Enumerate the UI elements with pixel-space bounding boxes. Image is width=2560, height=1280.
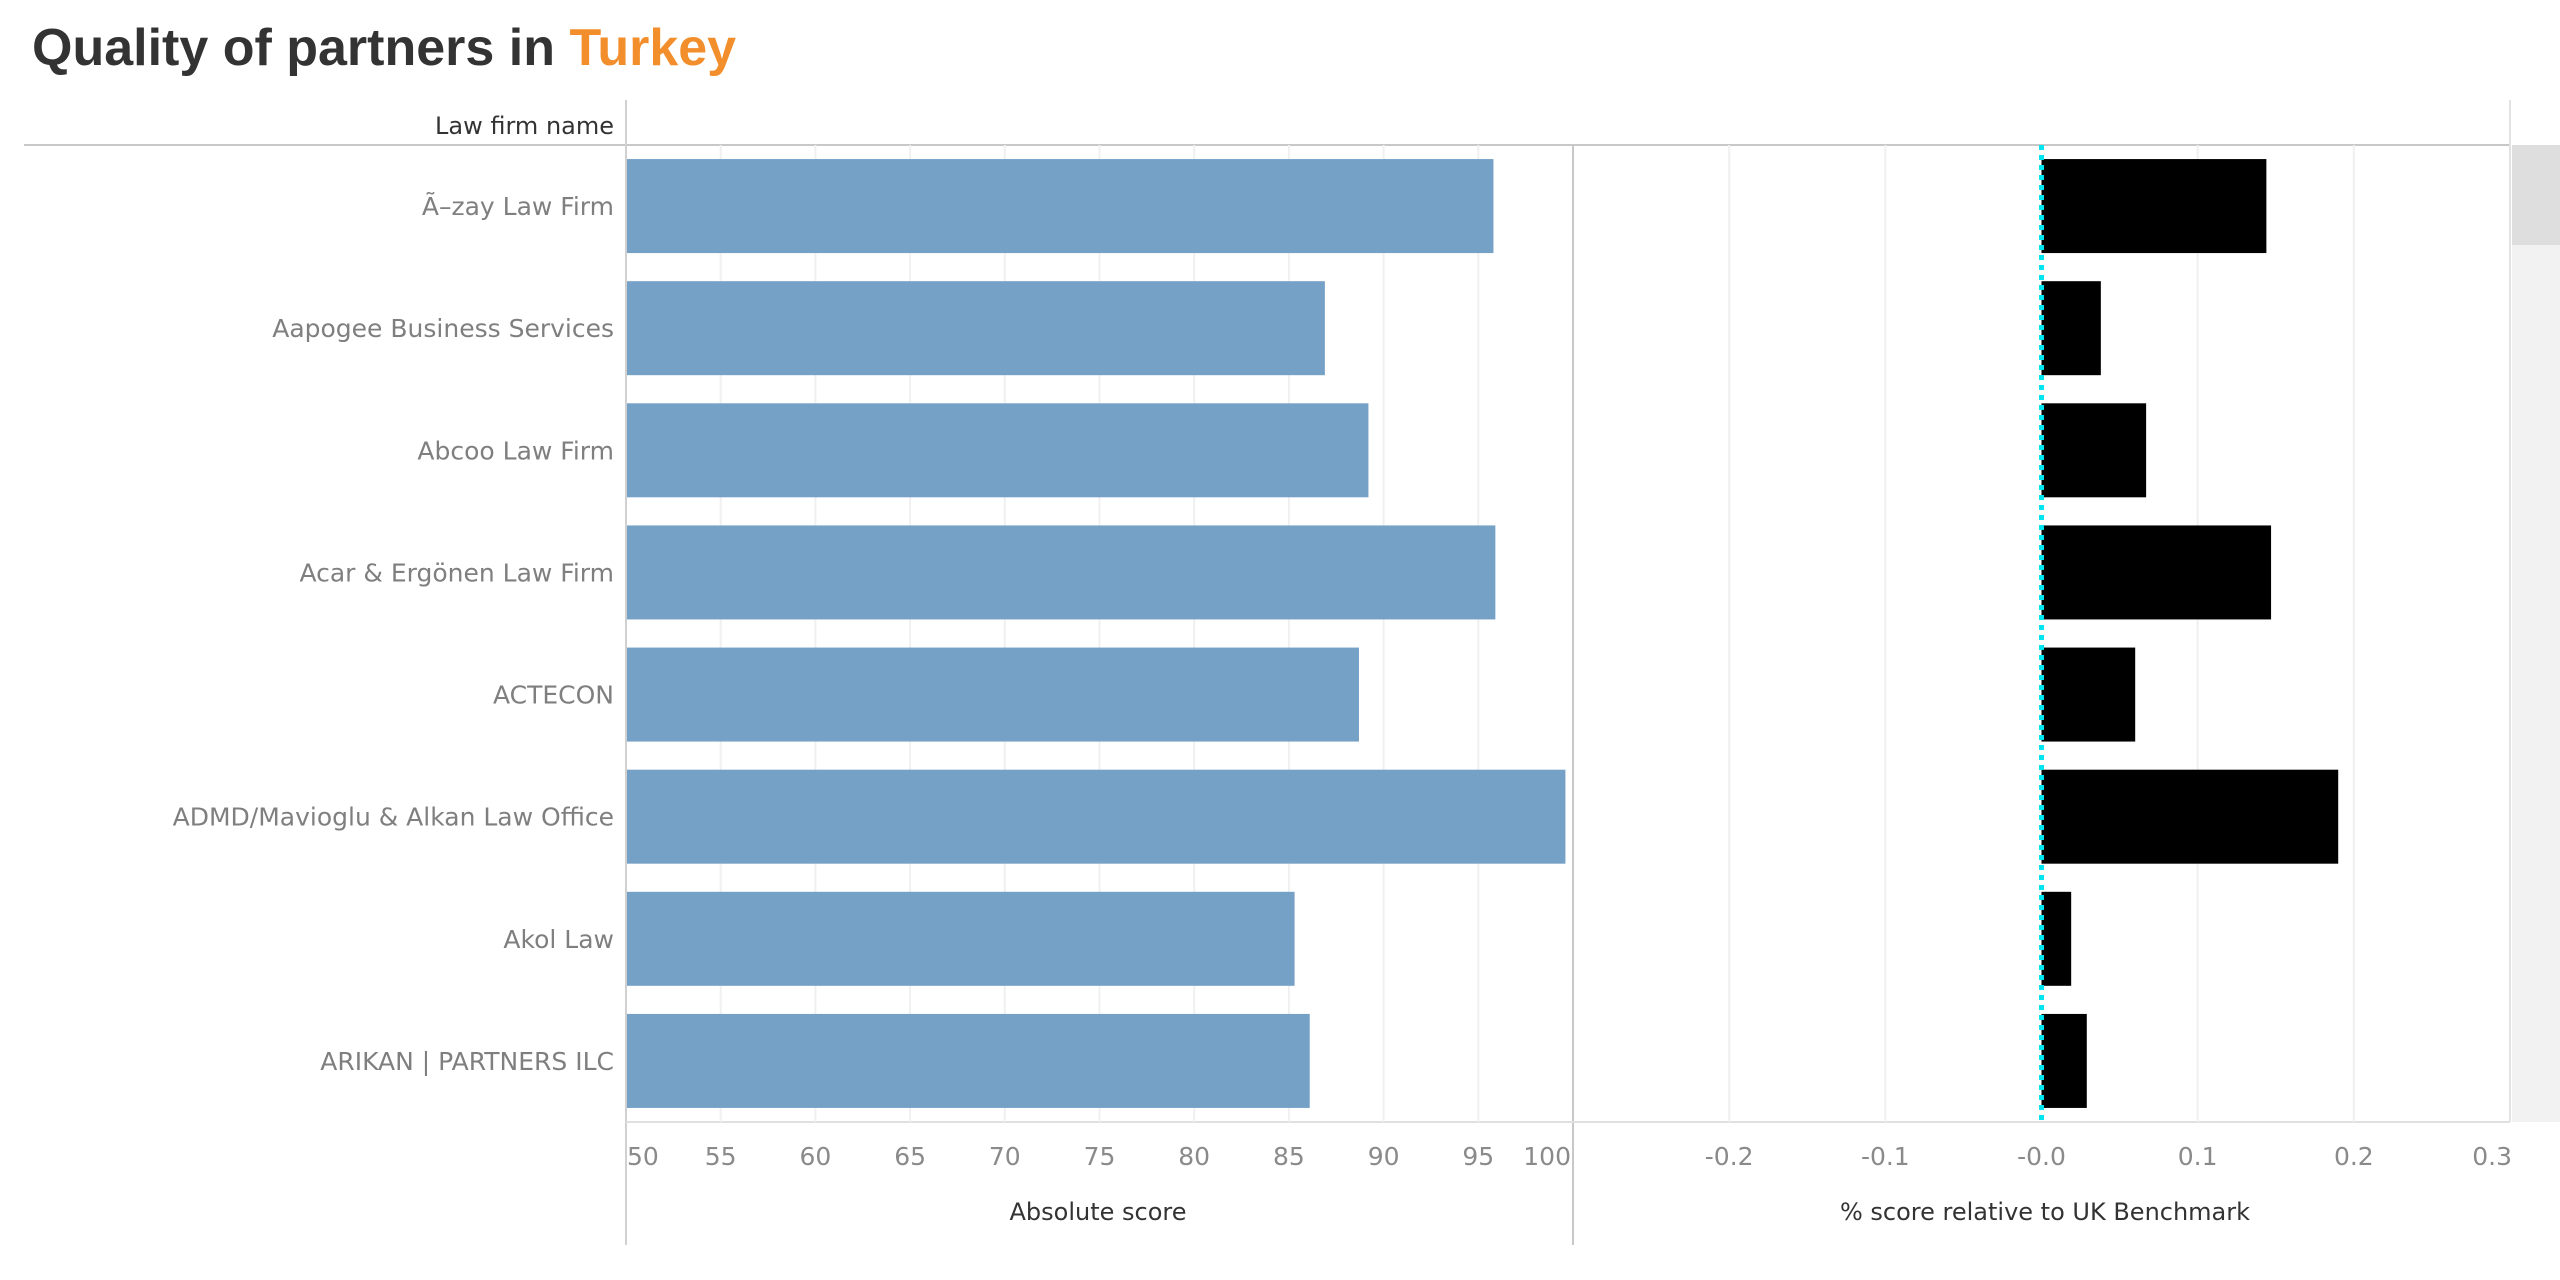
relative-score-bar [2041,769,2339,864]
row-label: Acar & Ergönen Law Firm [299,558,614,587]
absolute-score-bar [627,281,1325,376]
title-country: Turkey [569,19,737,77]
tick-label-relative: 0.1 [2178,1142,2218,1171]
tick-label-absolute: 90 [1368,1142,1400,1171]
tick-label-absolute: 75 [1084,1142,1116,1171]
relative-score-bar [2041,281,2101,376]
tick-label-relative: -0.0 [2017,1142,2066,1171]
relative-score-bar [2041,647,2136,742]
absolute-score-bar [627,403,1369,498]
tick-label-absolute: 70 [989,1142,1021,1171]
tick-label-absolute: 95 [1462,1142,1494,1171]
absolute-score-bar [627,769,1566,864]
absolute-score-bar [627,525,1496,620]
axis-title-absolute: Absolute score [1009,1198,1186,1226]
row-labels: Ã–zay Law Firm Aapogee Business Services A… [173,191,614,1076]
tick-label-absolute: 60 [799,1142,831,1171]
absolute-score-bar [627,647,1359,742]
absolute-score-bar [627,1013,1310,1108]
relative-score-bar [2041,1013,2087,1108]
absolute-score-bar [627,891,1295,986]
chart-structure [24,100,2560,1245]
tick-label-absolute: 80 [1178,1142,1210,1171]
row-label: ARIKAN | PARTNERS ILC [320,1047,614,1076]
title-prefix: Quality of partners in [32,19,555,77]
relative-score-bar [2041,403,2147,498]
tick-label-relative: -0.2 [1705,1142,1754,1171]
gridlines-relative [1728,145,2355,1122]
tick-label-absolute: 65 [894,1142,926,1171]
tick-label-absolute: 50 [627,1142,659,1171]
absolute-score-bar [627,159,1494,254]
ticks-absolute: 50 55 60 65 70 75 80 85 90 95 100 [627,1142,1571,1171]
relative-score-bar [2041,891,2072,986]
axis-title-relative: % score relative to UK Benchmark [1840,1198,2250,1226]
tick-label-relative: -0.1 [1861,1142,1910,1171]
tick-label-absolute: 55 [705,1142,737,1171]
tick-label-absolute: 85 [1273,1142,1305,1171]
scrollbar-thumb [2512,145,2560,245]
row-label: Akol Law [503,925,614,954]
relative-score-bar [2041,525,2272,620]
bars-relative-score [2039,145,2339,1122]
bars-absolute-score [627,159,1566,1108]
row-header-label: Law firm name [435,112,614,140]
tick-label-relative: 0.2 [2334,1142,2374,1171]
row-label: ACTECON [493,681,614,710]
row-label: Aapogee Business Services [272,314,614,343]
tick-label-relative: 0.3 [2472,1142,2512,1171]
row-label: ADMD/Mavioglu & Alkan Law Office [173,803,614,832]
ticks-relative: -0.2 -0.1 -0.0 0.1 0.2 0.3 [1705,1142,2512,1171]
page-title: Quality of partners in Turkey [32,18,736,78]
scrollbar-track [2512,145,2560,1122]
relative-score-bar [2041,159,2267,254]
tick-label-absolute: 100 [1523,1142,1571,1171]
row-label: Abcoo Law Firm [417,436,614,465]
row-label: Ã–zay Law Firm [422,191,614,221]
